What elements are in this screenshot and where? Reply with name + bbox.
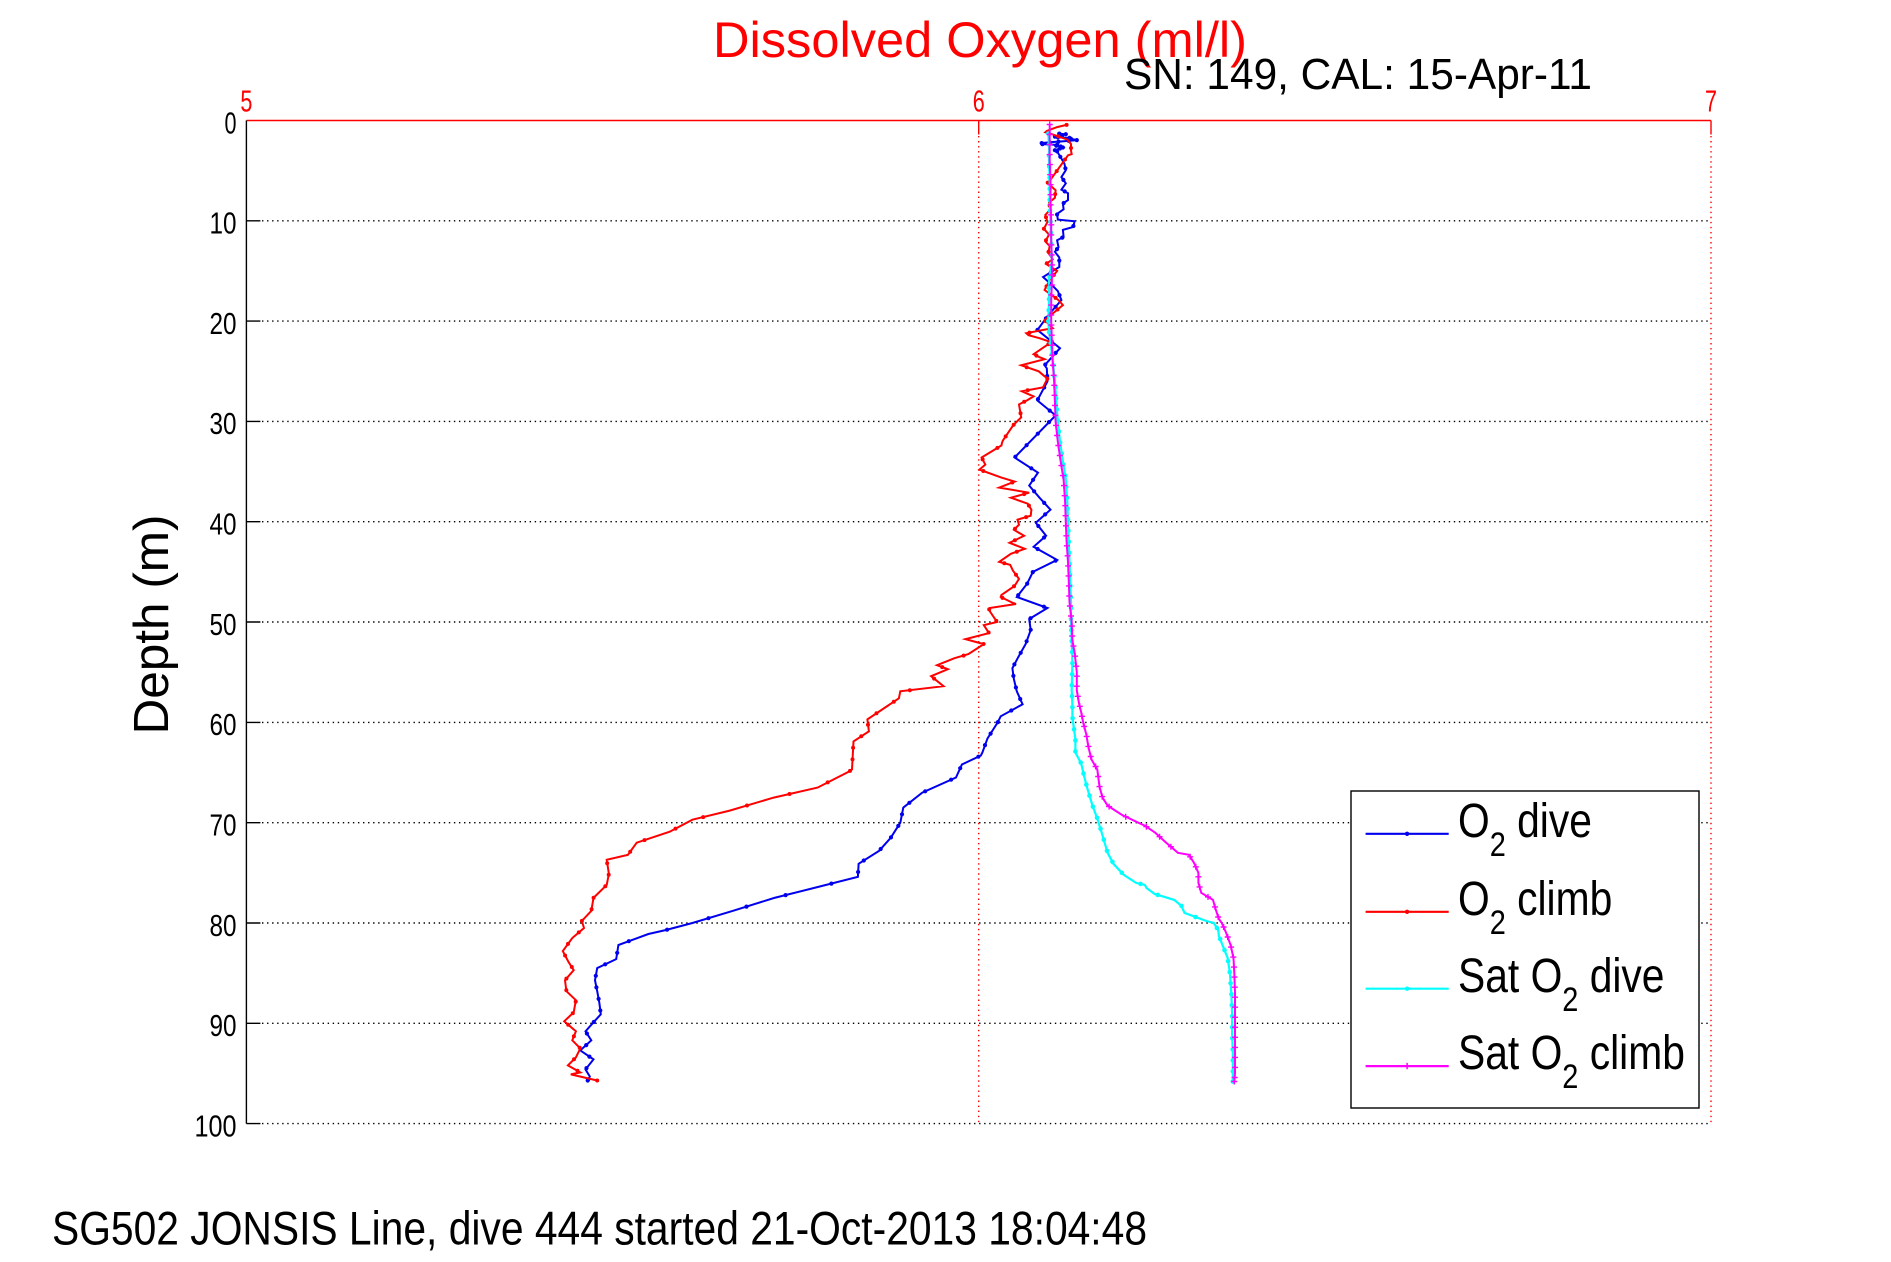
svg-text:climb: climb <box>1517 873 1612 926</box>
svg-text:2: 2 <box>1562 1058 1578 1096</box>
svg-text:dive: dive <box>1517 795 1592 848</box>
svg-text:40: 40 <box>210 507 237 542</box>
svg-text:10: 10 <box>210 206 237 241</box>
svg-text:5: 5 <box>240 84 252 119</box>
svg-text:O: O <box>1458 795 1490 848</box>
svg-text:20: 20 <box>210 306 237 341</box>
svg-text:0: 0 <box>225 105 237 140</box>
svg-text:50: 50 <box>210 607 237 642</box>
svg-text:O: O <box>1458 873 1490 926</box>
svg-text:SN: 149, CAL: 15-Apr-11: SN: 149, CAL: 15-Apr-11 <box>1124 50 1592 99</box>
svg-text:80: 80 <box>210 908 237 943</box>
svg-text:7: 7 <box>1705 84 1717 119</box>
svg-text:70: 70 <box>210 808 237 843</box>
svg-text:90: 90 <box>210 1008 237 1043</box>
svg-text:Dissolved Oxygen (ml/l): Dissolved Oxygen (ml/l) <box>713 12 1247 68</box>
svg-text:SG502 JONSIS Line, dive 444 st: SG502 JONSIS Line, dive 444 started 21-O… <box>52 1202 1147 1255</box>
svg-text:Depth (m): Depth (m) <box>125 515 179 735</box>
svg-text:2: 2 <box>1562 981 1578 1019</box>
svg-text:climb: climb <box>1590 1027 1685 1080</box>
svg-text:2: 2 <box>1490 904 1506 942</box>
svg-text:Sat O: Sat O <box>1458 950 1562 1003</box>
svg-text:2: 2 <box>1490 826 1506 864</box>
svg-text:dive: dive <box>1590 950 1665 1003</box>
svg-text:100: 100 <box>195 1108 237 1143</box>
svg-text:30: 30 <box>210 406 237 441</box>
svg-text:60: 60 <box>210 707 237 742</box>
svg-text:6: 6 <box>973 84 985 119</box>
svg-text:Sat O: Sat O <box>1458 1027 1562 1080</box>
